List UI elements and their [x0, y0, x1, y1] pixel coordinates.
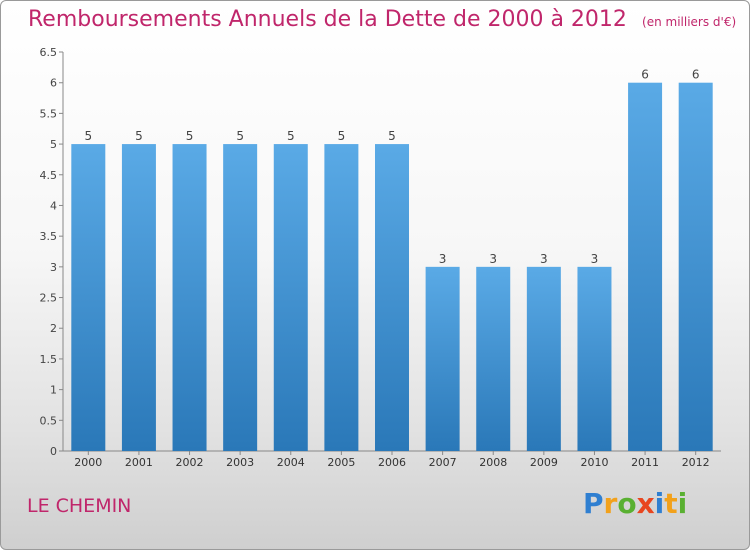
unit-note: (en milliers d'€): [642, 15, 737, 29]
bar-value-label: 3: [591, 252, 599, 266]
x-tick-label: 2002: [176, 456, 204, 469]
bar-value-label: 5: [186, 129, 194, 143]
x-tick-label: 2007: [429, 456, 457, 469]
bar-value-label: 5: [338, 129, 346, 143]
x-tick-label: 2001: [125, 456, 153, 469]
bar: [678, 82, 713, 451]
bar-value-label: 5: [287, 129, 295, 143]
commune-name: LE CHEMIN: [27, 495, 132, 517]
bar: [425, 266, 460, 451]
bar: [273, 144, 308, 452]
x-tick-label: 2006: [378, 456, 406, 469]
bar-value-label: 3: [489, 252, 497, 266]
bar-value-label: 3: [439, 252, 447, 266]
bar: [172, 144, 207, 452]
y-tick-label: 5: [50, 138, 57, 151]
x-tick-label: 2009: [530, 456, 558, 469]
bar-value-label: 5: [236, 129, 244, 143]
y-tick-label: 6.5: [40, 46, 58, 59]
bar: [577, 266, 612, 451]
x-tick-label: 2004: [277, 456, 305, 469]
y-tick-label: 3: [50, 261, 57, 274]
y-tick-label: 4: [50, 199, 57, 212]
bar-value-label: 6: [692, 68, 700, 82]
bar: [223, 144, 258, 452]
y-tick-label: 4.5: [40, 169, 58, 182]
x-tick-label: 2003: [226, 456, 254, 469]
y-tick-label: 2.5: [40, 292, 58, 305]
y-tick-label: 1.5: [40, 353, 58, 366]
bar: [71, 144, 106, 452]
proxiti-logo: Proxiti: [583, 487, 688, 520]
x-tick-label: 2012: [682, 456, 710, 469]
bar-value-label: 5: [84, 129, 92, 143]
bar: [628, 82, 663, 451]
title-text: Remboursements Annuels de la Dette de 20…: [28, 7, 627, 32]
y-tick-label: 5.5: [40, 107, 58, 120]
chart-title: Remboursements Annuels de la Dette de 20…: [28, 7, 736, 32]
bar: [324, 144, 359, 452]
x-tick-label: 2010: [580, 456, 608, 469]
bar-value-label: 3: [540, 252, 548, 266]
bar: [375, 144, 409, 452]
x-tick-label: 2011: [631, 456, 659, 469]
bar: [476, 266, 511, 451]
y-tick-label: 0: [50, 445, 57, 458]
y-tick-label: 0.5: [40, 414, 58, 427]
bar-value-label: 6: [641, 68, 649, 82]
y-tick-label: 2: [50, 322, 57, 335]
y-tick-label: 1: [50, 384, 57, 397]
bar-value-label: 5: [135, 129, 143, 143]
bar: [526, 266, 561, 451]
y-tick-label: 3.5: [40, 230, 58, 243]
y-tick-label: 6: [50, 77, 57, 90]
x-tick-label: 2005: [327, 456, 355, 469]
bar-value-label: 5: [388, 129, 396, 143]
x-tick-label: 2008: [479, 456, 507, 469]
bar: [121, 144, 156, 452]
x-tick-label: 2000: [74, 456, 102, 469]
